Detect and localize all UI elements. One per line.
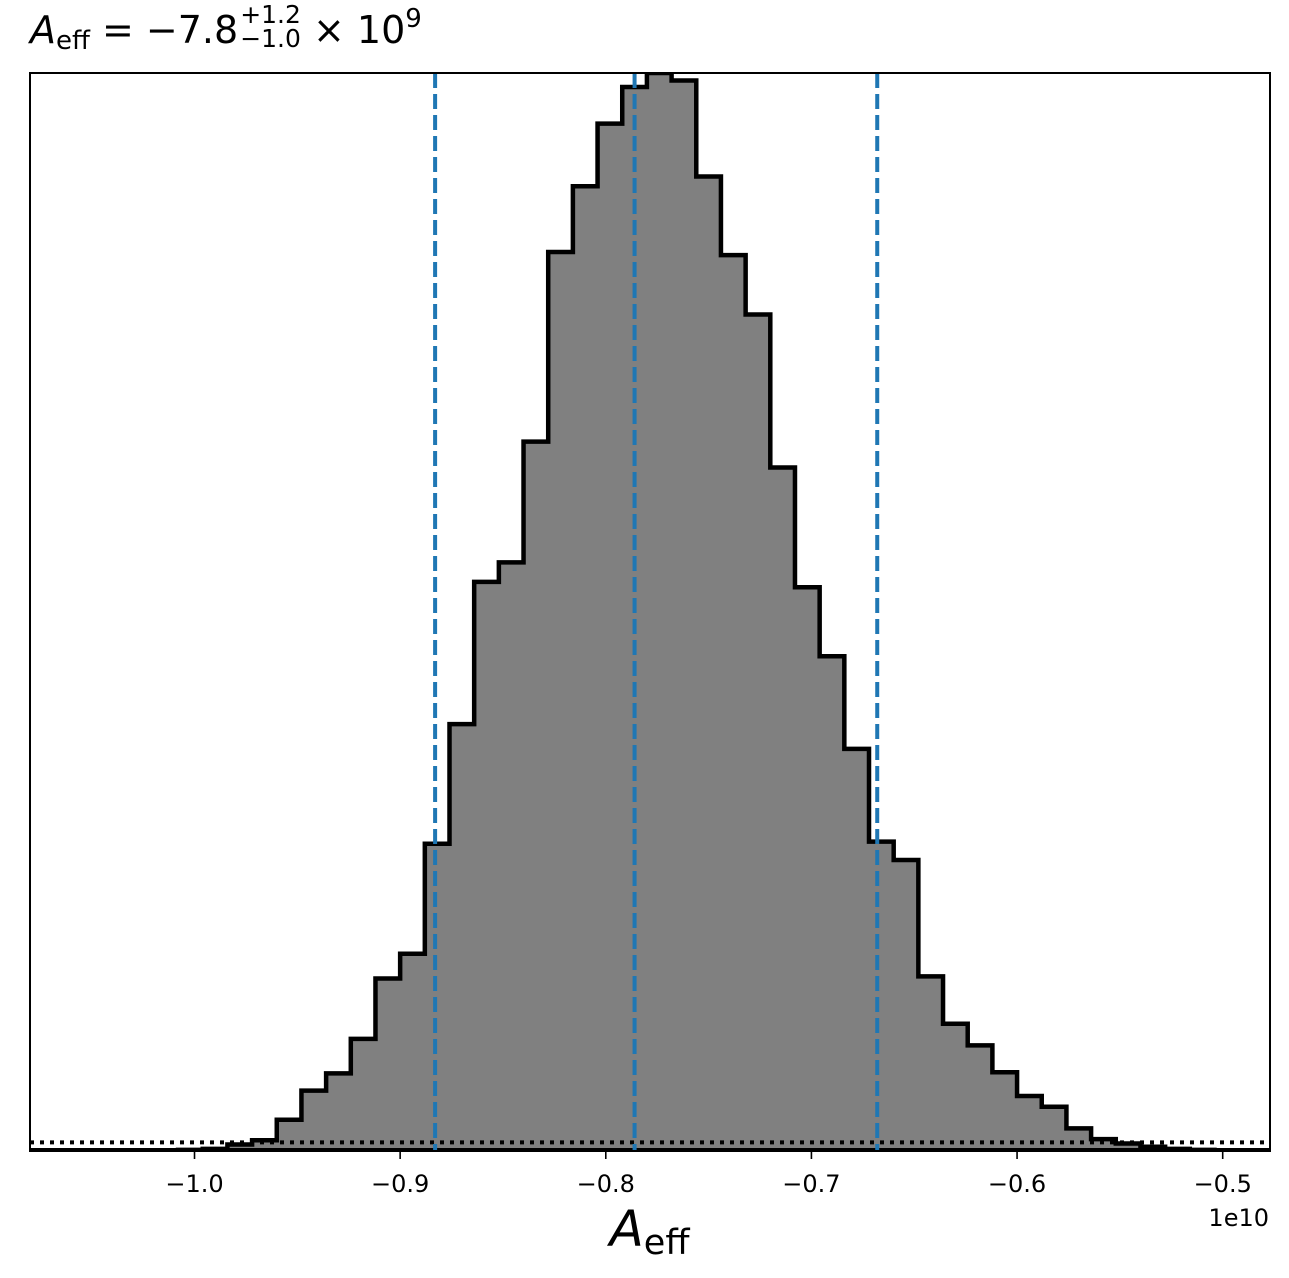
histogram-bar xyxy=(424,843,451,1151)
x-tick-label: −0.6 xyxy=(988,1170,1046,1198)
xlabel-subscript: eff xyxy=(643,1223,690,1263)
histogram-bar xyxy=(400,953,426,1151)
histogram-bar xyxy=(943,1023,969,1151)
xlabel-symbol: A xyxy=(609,1200,644,1258)
x-tick-label: −0.9 xyxy=(371,1170,429,1198)
histogram-bar xyxy=(869,841,895,1151)
histogram-bar xyxy=(720,255,747,1151)
histogram-bar xyxy=(992,1072,1018,1151)
histogram-bar xyxy=(350,1038,376,1151)
histogram-bar xyxy=(696,176,722,1151)
histogram-bar xyxy=(671,80,697,1151)
histogram-bar xyxy=(227,1144,253,1151)
histogram-bar xyxy=(548,251,574,1151)
x-tick-label: −0.7 xyxy=(782,1170,840,1198)
x-axis-label: Aeff xyxy=(0,1200,1289,1263)
x-tick-label: −0.8 xyxy=(577,1170,635,1198)
histogram-bar xyxy=(449,724,475,1151)
histogram-bar xyxy=(794,587,821,1151)
histogram-bar xyxy=(375,978,401,1151)
histogram-bar xyxy=(646,73,673,1151)
histogram-bar xyxy=(967,1045,993,1151)
title-subscript: eff xyxy=(56,26,90,56)
histogram-bar xyxy=(252,1140,278,1151)
title-symbol: A xyxy=(30,8,56,52)
histogram-bar xyxy=(1091,1139,1117,1151)
histogram-bar xyxy=(893,859,919,1151)
title-error-bounds: +1.2 −1.0 xyxy=(240,0,301,53)
histogram-bar xyxy=(326,1073,352,1151)
chart-title: Aeff = −7.8 +1.2 −1.0 × 109 xyxy=(30,0,422,57)
histogram-bar xyxy=(597,123,623,1151)
title-err-plus: +1.2 xyxy=(240,0,301,29)
histogram-bar xyxy=(1115,1143,1141,1151)
title-value: = −7.8 xyxy=(89,8,239,52)
histogram-bar xyxy=(523,441,549,1151)
histogram-bar xyxy=(276,1119,302,1151)
plot-frame xyxy=(29,72,1271,1152)
histogram-bar xyxy=(498,562,525,1151)
title-times: × 10 xyxy=(300,8,406,52)
histogram-bar xyxy=(474,581,500,1151)
x-tick-label: −0.5 xyxy=(1194,1170,1252,1198)
histogram-bar xyxy=(745,314,771,1151)
x-axis-ticks: −1.0 −0.9 −0.8 −0.7 −0.6 −0.5 xyxy=(165,1151,1252,1198)
histogram-bar xyxy=(844,748,870,1151)
histogram-bar xyxy=(1066,1128,1092,1151)
histogram-bar xyxy=(572,186,599,1151)
x-axis-offset-text: 1e10 xyxy=(1208,1204,1269,1232)
x-tick-label: −1.0 xyxy=(165,1170,223,1198)
histogram-outline xyxy=(151,73,1242,1151)
histogram-bar xyxy=(770,467,796,1151)
histogram-bar xyxy=(819,656,845,1151)
histogram-bar xyxy=(918,976,944,1151)
title-err-minus: −1.0 xyxy=(240,23,301,53)
title-exponent: 9 xyxy=(405,4,422,34)
